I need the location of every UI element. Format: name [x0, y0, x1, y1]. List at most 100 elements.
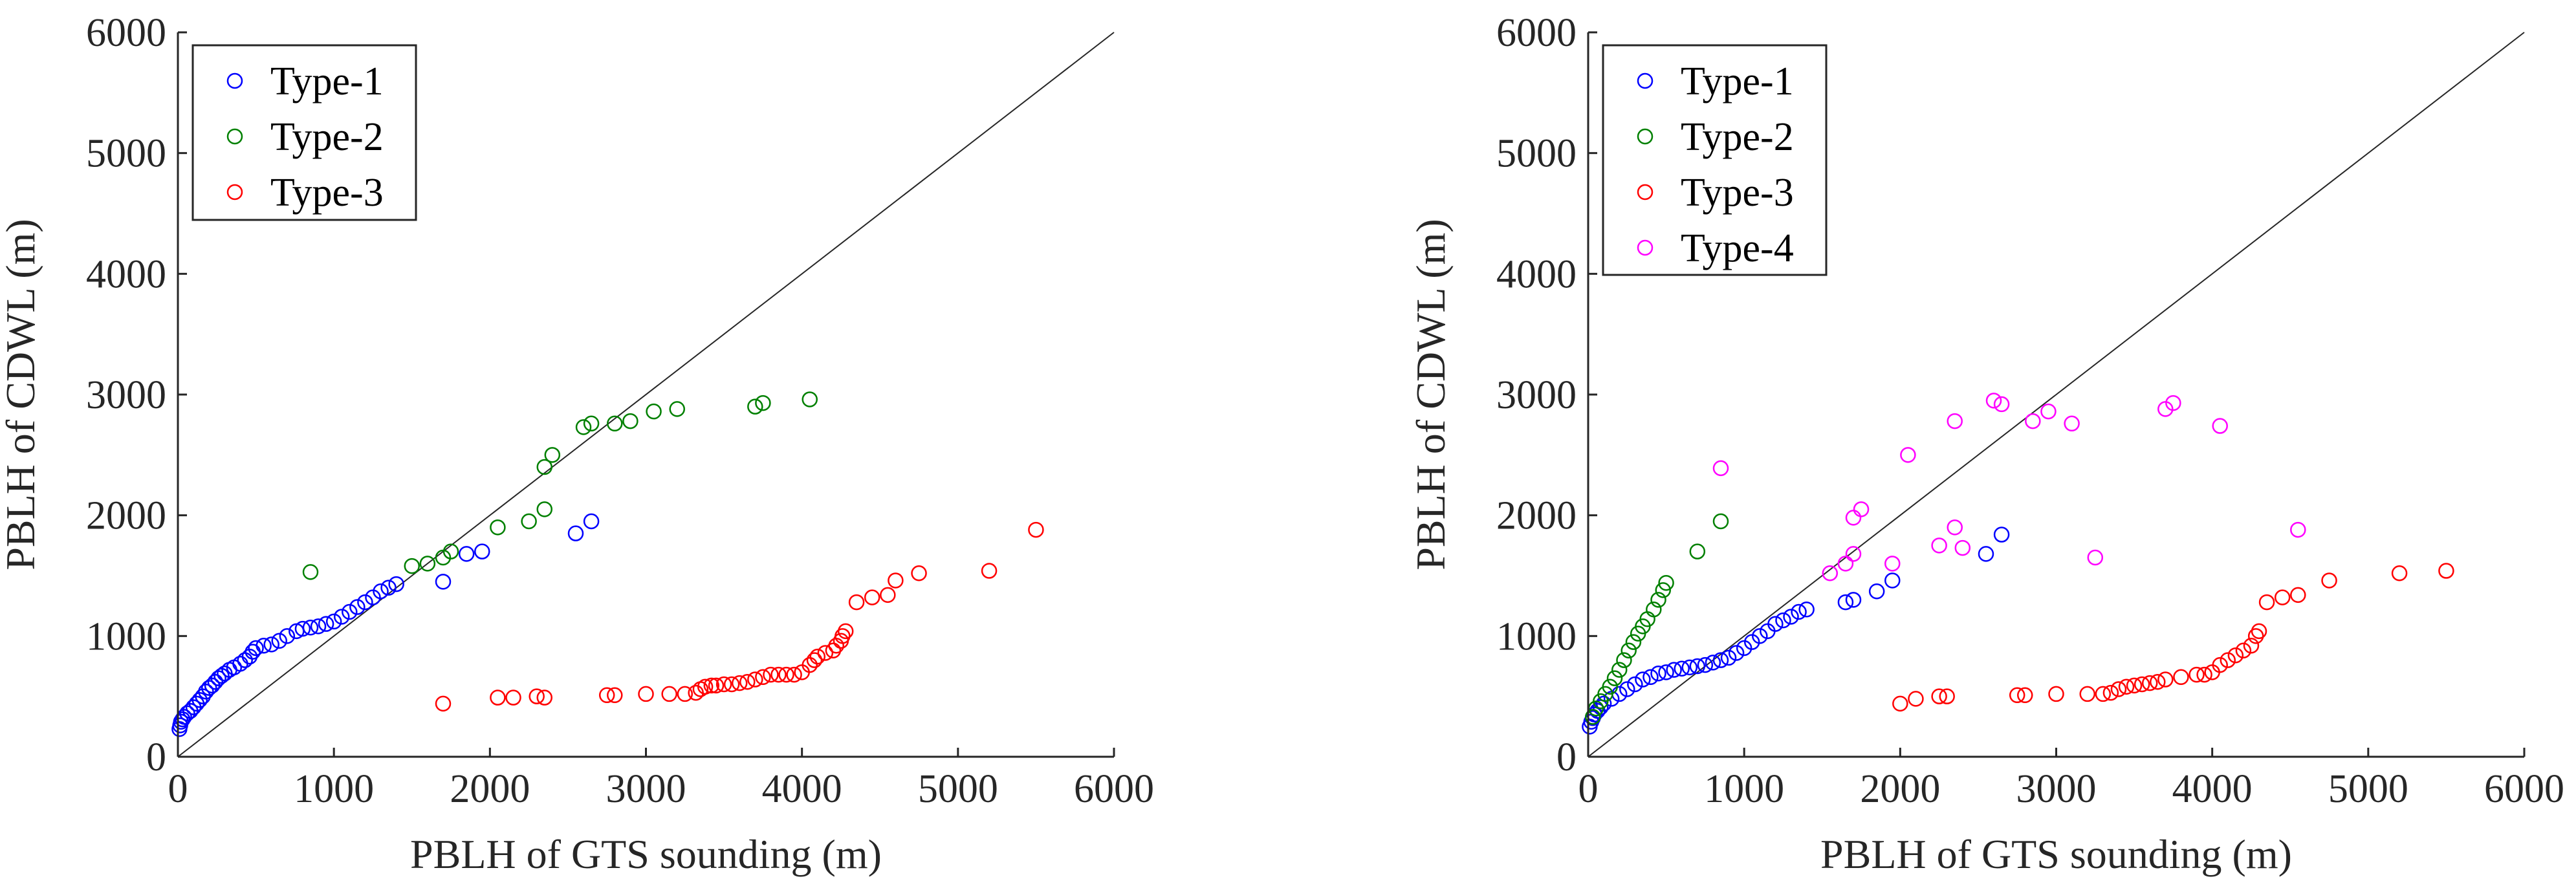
left-type-3-point — [835, 628, 851, 644]
right-type-1-point — [1728, 645, 1745, 661]
left-type-2-point — [669, 401, 685, 417]
right-type-1-point — [1775, 612, 1791, 629]
right-y-tick-label: 0 — [1556, 735, 1577, 779]
left-legend-marker — [226, 184, 243, 201]
left-y-axis-title: PBLH of CDWL (m) — [0, 219, 43, 570]
right-type-3-point — [2196, 666, 2212, 683]
left-type-2-point — [575, 419, 592, 435]
right-type-1-point — [1643, 669, 1659, 686]
left-type-3-point — [715, 676, 732, 693]
left-type-3-point — [703, 677, 720, 694]
right-type-3-point — [2102, 684, 2119, 701]
left-type-1-point — [245, 644, 261, 660]
right-legend-entry-type-4: Type-4 — [1637, 226, 1794, 270]
right-type-3-point — [2189, 666, 2205, 683]
left-type-3-point — [607, 687, 623, 704]
right-type-4-point — [2165, 395, 2181, 411]
left-type-1-point — [373, 583, 389, 600]
right-y-tick-label: 2000 — [1496, 494, 1577, 538]
left-legend-label: Type-2 — [270, 115, 384, 159]
left-y-tick-label: 5000 — [86, 132, 166, 176]
right-legend-marker — [1637, 184, 1654, 201]
right-type-3-point — [2220, 652, 2236, 668]
right-type-4-point — [1947, 519, 1963, 536]
right-type-4-point — [1822, 565, 1839, 581]
left-type-1-point — [342, 603, 358, 620]
right-type-4-point — [2212, 418, 2228, 434]
left-type-3-point — [697, 678, 714, 695]
left-type-2-point — [419, 556, 436, 572]
right-type-1-point — [1752, 628, 1768, 644]
right-x-tick-label: 1000 — [1704, 767, 1784, 811]
right-type-1-point — [1595, 695, 1612, 712]
left-ticks — [177, 31, 1115, 758]
right-type-3-point — [2150, 674, 2166, 690]
left-x-axis-title: PBLH of GTS sounding (m) — [410, 831, 882, 877]
right-type-3-point — [2243, 638, 2260, 654]
right-type-1-point — [1619, 681, 1635, 697]
right-legend-marker — [1637, 72, 1654, 89]
left-type-3-point — [529, 688, 545, 704]
left-y-tick-label: 6000 — [86, 11, 166, 55]
left-type-3-point — [661, 686, 677, 702]
right-type-3-point — [2009, 687, 2025, 704]
left-type-3-point — [770, 666, 787, 683]
left-identity-line — [177, 32, 1115, 757]
left-type-1-point — [310, 618, 327, 635]
left-type-1-point — [474, 543, 490, 559]
right-legend-marker — [1637, 128, 1654, 145]
left-type-3-point — [763, 666, 779, 683]
right-y-tick-labels: 0 1000 2000 3000 4000 5000 6000 — [1496, 11, 1577, 779]
left-type-1-point — [458, 546, 475, 562]
left-type-3-point — [598, 687, 615, 704]
right-type-3-point — [2095, 686, 2112, 702]
left-type-2-point — [302, 564, 319, 580]
left-type-3-point — [825, 642, 842, 658]
left-x-tick-label: 5000 — [918, 767, 998, 811]
right-y-tick-label: 5000 — [1496, 132, 1577, 176]
left-type-2-point — [802, 391, 818, 407]
right-type-3-point — [2110, 681, 2127, 697]
left-type-3-point — [708, 677, 725, 694]
left-type-3-point — [880, 587, 896, 603]
right-type-3-point — [2017, 687, 2033, 704]
right-type-3-point — [2118, 678, 2135, 695]
left-x-tick-labels: 0 1000 2000 3000 4000 5000 6000 — [168, 767, 1155, 811]
right-type-4-point — [1985, 393, 2002, 409]
right-type-1-point — [1627, 676, 1643, 693]
left-type-3-point — [747, 671, 763, 688]
left-type-1-point — [318, 616, 334, 632]
left-type-3-point — [778, 666, 794, 683]
left-type-1-point — [325, 613, 342, 630]
right-x-tick-label: 4000 — [2172, 767, 2253, 811]
right-type-1-point — [1884, 572, 1901, 589]
right-type-2-point — [1712, 513, 1729, 530]
right-legend-label: Type-2 — [1681, 115, 1794, 159]
right-type-3-point — [2235, 642, 2252, 658]
right-type-4-point — [1845, 510, 1862, 526]
right-type-4-point — [1954, 539, 1971, 556]
right-type-2-point — [1646, 602, 1662, 618]
left-y-tick-label: 4000 — [86, 252, 166, 296]
left-type-3-point — [786, 666, 802, 683]
right-type-1-point — [1720, 649, 1737, 666]
right-type-3-point — [2391, 565, 2408, 581]
left-type-3-point — [911, 565, 927, 581]
left-type-2-point — [442, 543, 459, 559]
left-type-2-point — [607, 415, 623, 432]
right-type-1-point — [1798, 602, 1815, 618]
left-type-3-point — [848, 594, 865, 611]
left-type-3-point — [817, 645, 834, 661]
right-type-4-point — [1837, 556, 1854, 572]
right-type-3-point — [2048, 686, 2064, 702]
right-x-tick-label: 5000 — [2328, 767, 2408, 811]
left-type-1-point — [357, 594, 373, 611]
right-type-3-point — [2079, 686, 2095, 702]
left-type-3-point — [723, 676, 740, 693]
right-type-3-point — [2274, 589, 2291, 605]
right-type-4-point — [1931, 537, 1947, 554]
right-y-tick-label: 4000 — [1496, 252, 1577, 296]
right-type-3-point — [1939, 688, 1955, 704]
left-type-1-point — [333, 609, 350, 625]
left-type-2-point — [755, 395, 771, 411]
